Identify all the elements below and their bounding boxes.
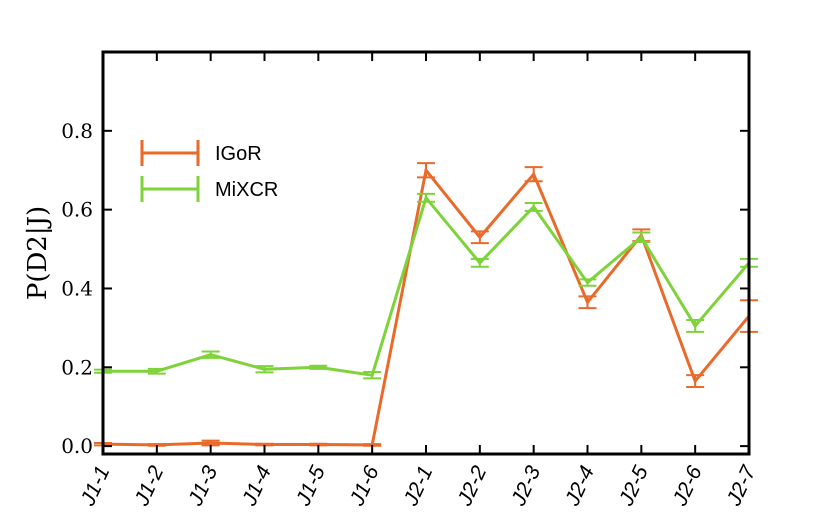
error-bar (470, 230, 489, 245)
x-tick-label: J1-4 (237, 462, 276, 510)
error-bar (524, 201, 543, 212)
y-axis-label: P(D2|J) (23, 206, 53, 300)
error-bar (686, 319, 705, 333)
legend-label: IGoR (215, 143, 262, 165)
error-bar (578, 295, 597, 310)
x-tick-label: J2-3 (507, 462, 546, 510)
x-tick-label: J2-4 (560, 462, 599, 510)
error-bar (417, 162, 435, 179)
x-tick-label: J1-5 (291, 462, 330, 510)
x-tick-label: J1-1 (76, 462, 115, 510)
x-tick-label: J1-2 (130, 462, 169, 510)
error-bar (309, 364, 328, 370)
series-line (103, 194, 751, 377)
x-tick-label: J1-3 (184, 462, 223, 510)
x-tick-label: J2-1 (399, 462, 438, 510)
y-tick-label: 0.2 (61, 355, 93, 379)
error-bar (363, 371, 382, 380)
legend-item: MiXCR (140, 176, 278, 202)
series-line (102, 166, 751, 447)
x-tick-label: J1-6 (345, 462, 384, 510)
legend-item: IGoR (140, 140, 262, 166)
x-tick-label: J2-6 (668, 462, 707, 510)
y-tick-label: 0.8 (61, 119, 93, 143)
legend-label: MiXCR (215, 179, 278, 201)
error-bar (255, 365, 274, 374)
error-bar (201, 350, 220, 359)
error-bar (470, 257, 489, 268)
x-tick-label: J2-7 (722, 461, 761, 510)
error-bar (524, 166, 543, 183)
error-bar (686, 374, 705, 388)
y-axis: 0.0 0.2 0.4 0.6 0.8 (61, 119, 749, 458)
error-bar (632, 231, 651, 243)
legend: IGoR MiXCR (140, 140, 278, 202)
error-bar (147, 367, 166, 375)
series-mixcr (94, 192, 758, 380)
series-layer (94, 162, 758, 447)
y-tick-label: 0.0 (61, 434, 93, 458)
y-tick-label: 0.4 (61, 276, 93, 300)
error-bar (578, 278, 597, 287)
error-bar (417, 192, 435, 203)
x-tick-label: J2-5 (614, 462, 653, 510)
x-tick-label: J2-2 (453, 462, 492, 510)
y-tick-label: 0.6 (61, 198, 93, 222)
series-igor (94, 162, 758, 447)
